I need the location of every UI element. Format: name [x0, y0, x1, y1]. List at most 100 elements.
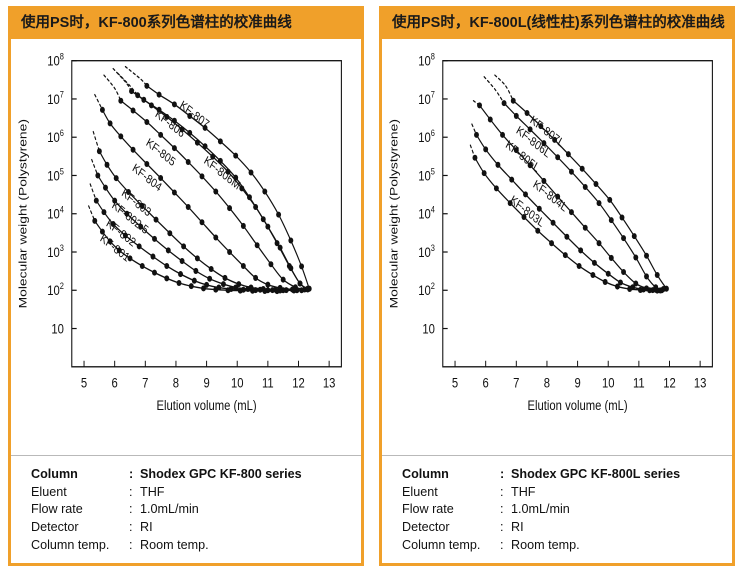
data-point	[483, 146, 489, 153]
x-tick-label: 8	[173, 375, 179, 390]
data-point	[535, 227, 541, 234]
x-tick-label: 5	[81, 375, 87, 390]
data-point	[633, 254, 639, 261]
info-value: RI	[511, 520, 524, 535]
curve-extrapolation-KF-806	[112, 67, 133, 92]
x-axis-title: Elution volume (mL)	[156, 398, 256, 413]
y-tick-label: 105	[418, 165, 435, 183]
data-point	[150, 253, 156, 260]
data-point	[564, 233, 570, 240]
data-point	[262, 188, 268, 195]
info-separator: :	[129, 466, 134, 481]
data-point	[116, 247, 122, 254]
info-separator: :	[129, 502, 133, 517]
x-tick-label: 12	[292, 375, 305, 390]
curve-extrapolation-KF-806L	[483, 76, 505, 104]
data-point	[552, 136, 558, 143]
data-point	[171, 101, 177, 108]
data-point	[277, 244, 283, 251]
data-point	[495, 161, 501, 168]
data-point	[185, 203, 191, 210]
data-point	[647, 287, 653, 294]
data-point	[194, 139, 200, 146]
data-point	[591, 259, 597, 266]
data-point	[144, 160, 150, 167]
data-point	[210, 153, 216, 160]
data-point	[138, 223, 144, 230]
info-separator: :	[500, 484, 504, 499]
data-point	[596, 240, 602, 247]
data-point	[107, 238, 113, 245]
data-point	[608, 254, 614, 261]
data-point	[213, 286, 219, 293]
data-point	[152, 235, 157, 242]
x-axis-title: Elution volume (mL)	[527, 398, 627, 413]
chart-svg-kf800l: 5 6 7 8 9 10 11 12 13 Elution volume (mL) 10 102 103…	[388, 51, 713, 413]
data-point	[513, 112, 519, 119]
info-key: Eluent	[402, 484, 438, 499]
info-key: Column temp.	[402, 538, 481, 553]
data-point	[579, 165, 585, 172]
data-point	[501, 100, 507, 107]
data-point	[126, 188, 131, 195]
data-point	[156, 91, 162, 98]
data-point	[297, 280, 303, 287]
data-point	[199, 219, 205, 226]
data-point	[644, 252, 649, 259]
data-point	[487, 116, 493, 123]
info-key: Eluent	[31, 484, 67, 499]
data-point	[194, 255, 200, 262]
info-separator: :	[500, 502, 504, 517]
info-rows-kf800l: Column: Shodex GPC KF-800L series Eluent: T…	[402, 466, 680, 555]
y-tick-label: 106	[47, 127, 64, 145]
data-point	[158, 131, 164, 138]
panel-kf800: 使用PS时，KF-800系列色谱柱的校准曲线 5 6 7 8 9 10 11 12 13 Elut…	[0, 0, 371, 572]
data-point	[268, 261, 274, 268]
info-key: Column	[31, 466, 78, 481]
data-point	[299, 287, 305, 294]
x-tick-label: 13	[694, 375, 707, 390]
data-point	[549, 240, 554, 247]
data-point	[185, 158, 191, 165]
data-point	[171, 189, 177, 196]
x-tick-label: 11	[262, 375, 274, 390]
data-point	[213, 188, 219, 195]
data-point	[578, 247, 584, 254]
data-point	[93, 197, 99, 204]
info-row: Column temp.: Room temp.	[402, 537, 680, 555]
data-point	[165, 247, 171, 254]
info-separator: :	[129, 484, 133, 499]
info-value: Shodex GPC KF-800L series	[511, 466, 681, 481]
x-tick-label: 11	[633, 375, 645, 390]
data-point	[276, 211, 282, 218]
data-point	[305, 286, 311, 293]
data-point	[225, 287, 231, 294]
y-tick-label: 107	[418, 89, 435, 107]
info-value: Shodex GPC KF-800 series	[140, 466, 302, 481]
data-point	[254, 242, 260, 249]
data-point	[607, 196, 613, 203]
data-point	[179, 126, 185, 133]
data-point	[493, 185, 499, 192]
info-value: RI	[140, 520, 153, 535]
data-point	[576, 262, 582, 269]
data-point	[136, 243, 142, 250]
data-point	[152, 269, 157, 276]
curve-extrapolation-KF-807	[124, 65, 148, 87]
data-point	[527, 126, 533, 133]
data-point	[237, 287, 243, 294]
info-table-kf800l: Column: Shodex GPC KF-800L series Eluent: T…	[382, 454, 732, 563]
data-point	[541, 140, 547, 147]
data-point	[288, 265, 294, 272]
data-point	[103, 184, 108, 191]
data-point	[569, 168, 574, 175]
data-point	[608, 217, 614, 224]
data-point	[240, 262, 246, 269]
data-point	[130, 146, 136, 153]
info-key: Column	[402, 466, 449, 481]
data-point	[569, 209, 574, 216]
data-point	[521, 213, 527, 220]
data-point	[95, 172, 101, 179]
y-tick-label: 102	[47, 280, 64, 298]
